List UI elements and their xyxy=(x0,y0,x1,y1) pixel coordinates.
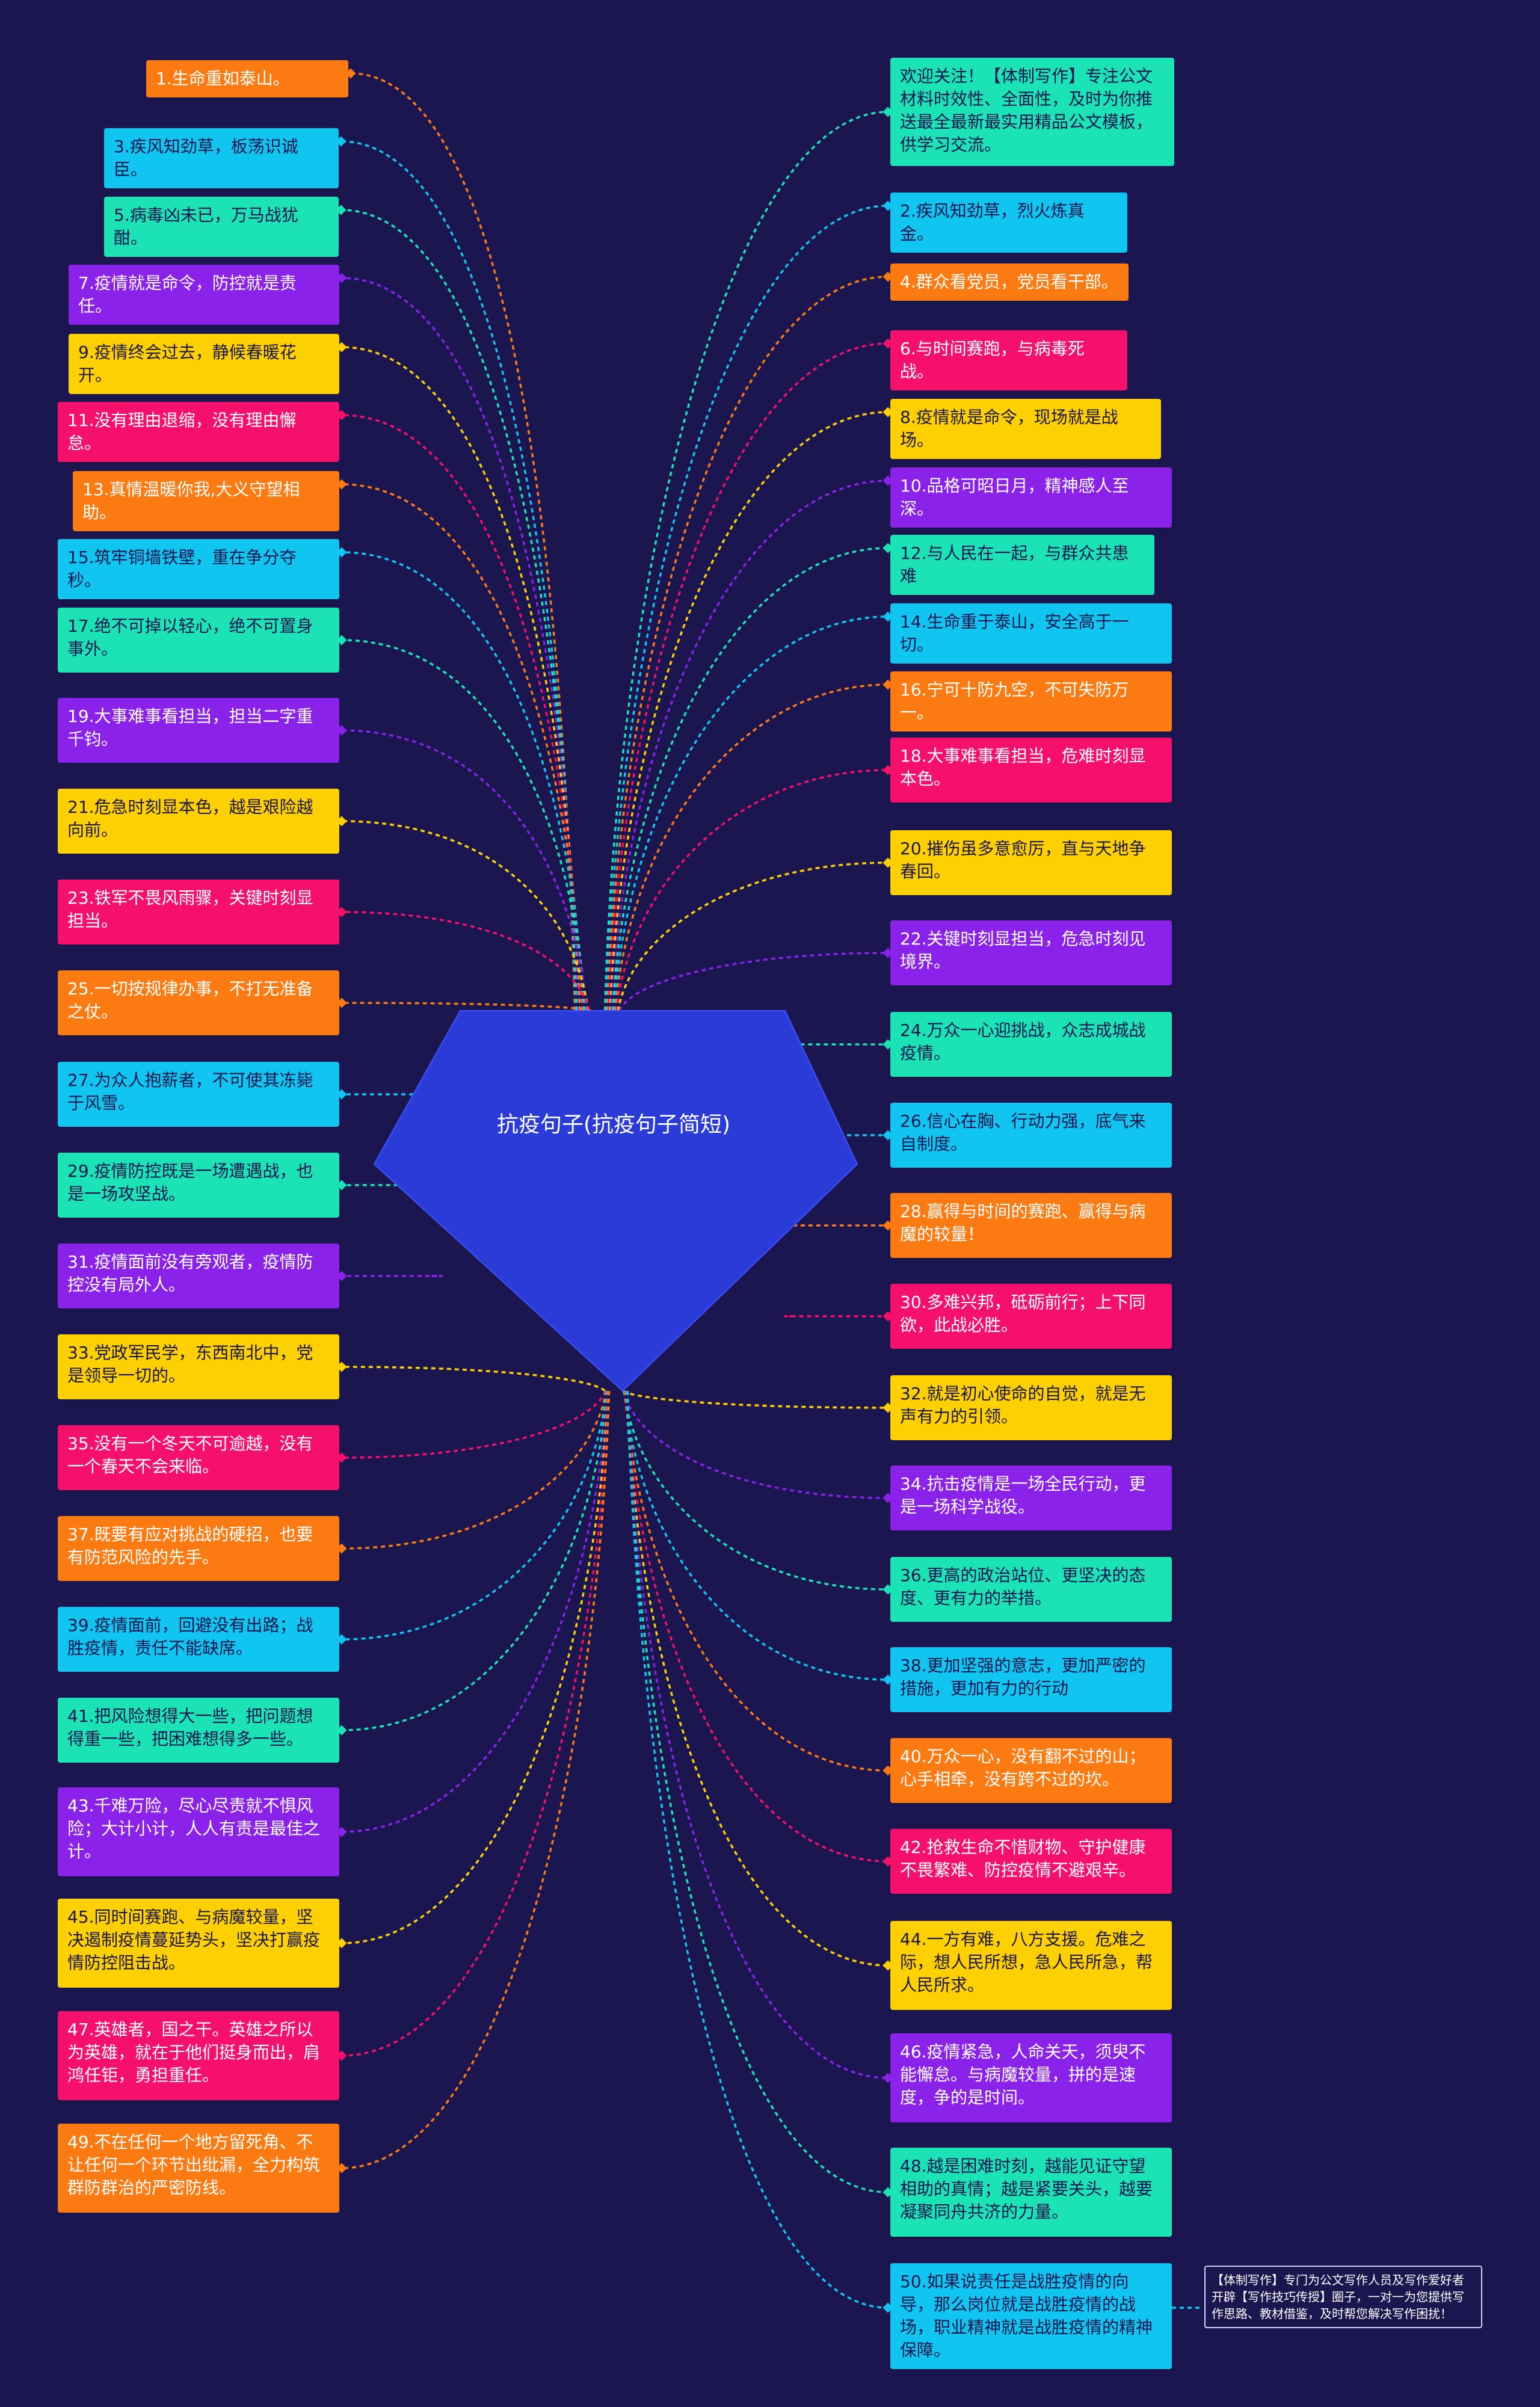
connector-line xyxy=(341,1390,608,1550)
connector-line xyxy=(341,1366,606,1392)
right-topic-node[interactable]: 36.更高的政治站位、更坚决的态度、更有力的举措。 xyxy=(890,1557,1172,1622)
note-box: 【体制写作】专门为公文写作人员及写作爱好者开辟【写作技巧传授】圈子，一对一为您提… xyxy=(1204,2266,1482,2328)
left-topic-node[interactable]: 13.真情温暖你我,大义守望相助。 xyxy=(73,471,339,531)
right-topic-node[interactable]: 12.与人民在一起，与群众共患难 xyxy=(890,535,1154,595)
left-topic-node[interactable]: 25.一切按规律办事，不打无准备之仗。 xyxy=(58,970,339,1035)
connector-line xyxy=(341,1390,609,1833)
right-topic-node[interactable]: 18.大事难事看担当，危难时刻显本色。 xyxy=(890,738,1172,803)
left-topic-node[interactable]: 15.筑牢铜墙铁壁，重在争分夺秒。 xyxy=(58,539,339,599)
connector-line xyxy=(350,72,576,1011)
left-topic-node[interactable]: 33.党政军民学，东西南北中，党是领导一切的。 xyxy=(58,1334,339,1399)
right-topic-node[interactable]: 8.疫情就是命令，现场就是战场。 xyxy=(890,399,1161,459)
left-topic-node[interactable]: 39.疫情面前，回避没有出路；战胜疫情，责任不能缺席。 xyxy=(58,1607,339,1672)
connector-line xyxy=(623,1390,889,1681)
connector-line xyxy=(608,342,889,1011)
right-topic-node[interactable]: 40.万众一心，没有翻不过的山；心手相牵，没有跨不过的坎。 xyxy=(890,1738,1172,1803)
left-topic-node[interactable]: 29.疫情防控既是一场遭遇战，也是一场攻坚战。 xyxy=(58,1153,339,1218)
left-topic-node[interactable]: 3.疾风知劲草，板荡识诚臣。 xyxy=(104,128,339,188)
left-topic-node[interactable]: 47.英雄者，国之干。英雄之所以为英雄，就在于他们挺身而出，肩鸿任钜，勇担重任。 xyxy=(58,2011,339,2100)
right-topic-node[interactable]: 38.更加坚强的意志，更加严密的措施，更加有力的行动 xyxy=(890,1647,1172,1712)
connector-line xyxy=(341,1390,610,2057)
left-topic-node[interactable]: 5.病毒凶未已，万马战犹酣。 xyxy=(104,197,339,257)
connector-line xyxy=(341,729,588,1011)
right-topic-node[interactable]: 30.多难兴邦，砥砺前行；上下同欲，此战必胜。 xyxy=(890,1284,1172,1349)
connector-line xyxy=(618,952,889,1011)
left-topic-node[interactable]: 19.大事难事看担当，担当二字重千钧。 xyxy=(58,698,339,763)
right-topic-node[interactable]: 2.疾风知劲草，烈火炼真金。 xyxy=(890,193,1127,253)
left-topic-node[interactable]: 21.危急时刻显本色，越是艰险越向前。 xyxy=(58,789,339,854)
right-topic-node[interactable]: 32.就是初心使命的自觉，就是无声有力的引领。 xyxy=(890,1375,1172,1440)
connector-line xyxy=(615,769,889,1011)
connector-line xyxy=(626,1390,889,2193)
connector-line xyxy=(341,639,587,1011)
connector-line xyxy=(340,140,578,1011)
right-topic-node[interactable]: 26.信心在胸、行动力强，底气来自制度。 xyxy=(890,1103,1172,1168)
connector-line xyxy=(609,411,889,1011)
connector-line xyxy=(626,1390,889,2309)
connector-line xyxy=(625,1390,889,2079)
connector-line xyxy=(341,1390,611,2169)
connector-line xyxy=(341,277,580,1011)
right-topic-node[interactable]: 14.生命重于泰山，安全高于一切。 xyxy=(890,603,1172,664)
right-topic-node[interactable]: 28.赢得与时间的赛跑、赢得与病魔的较量！ xyxy=(890,1193,1172,1258)
right-topic-node[interactable]: 24.万众一心迎挑战，众志成城战疫情。 xyxy=(890,1012,1172,1077)
center-topic-title[interactable]: 抗疫句子(抗疫句子简短) xyxy=(496,1112,731,1137)
left-topic-node[interactable]: 43.千难万险，尽心尽责就不惧风险；大计小计，人人有责是最佳之计。 xyxy=(58,1787,339,1876)
connector-line xyxy=(625,1390,889,1967)
connector-line xyxy=(610,479,889,1011)
connector-line xyxy=(341,1002,591,1012)
right-topic-node[interactable]: 4.群众看党员，党员看干部。 xyxy=(890,264,1129,301)
right-topic-node[interactable]: 34.抗击疫情是一场全民行动，更是一场科学战役。 xyxy=(890,1465,1172,1530)
left-topic-node[interactable]: 11.没有理由退缩，没有理由懈怠。 xyxy=(58,402,339,462)
left-topic-node[interactable]: 1.生命重如泰山。 xyxy=(146,60,348,97)
left-topic-node[interactable]: 37.既要有应对挑战的硬招，也要有防范风险的先手。 xyxy=(58,1516,339,1581)
right-topic-node[interactable]: 16.宁可十防九空，不可失防万一。 xyxy=(890,671,1172,732)
right-topic-node[interactable]: 6.与时间赛跑，与病毒死战。 xyxy=(890,330,1127,390)
connector-line xyxy=(624,1390,889,1863)
right-topic-node[interactable]: 欢迎关注！【体制写作】专注公文材料时效性、全面性，及时为你推送最全最新最实用精品… xyxy=(890,58,1174,166)
connector-line xyxy=(341,483,584,1011)
left-topic-node[interactable]: 31.疫情面前没有旁观者，疫情防控没有局外人。 xyxy=(58,1244,339,1308)
left-topic-node[interactable]: 49.不在任何一个地方留死角、不让任何一个环节出纰漏，全力构筑群防群治的严密防线… xyxy=(58,2124,339,2213)
left-topic-node[interactable]: 17.绝不可掉以轻心，绝不可置身事外。 xyxy=(58,608,339,673)
left-topic-node[interactable]: 23.铁军不畏风雨骤，关键时刻显担当。 xyxy=(58,880,339,945)
connector-line xyxy=(605,205,889,1011)
connector-line xyxy=(613,615,889,1011)
connector-line xyxy=(603,111,889,1011)
connector-line xyxy=(341,1390,608,1731)
connector-line xyxy=(341,1390,607,1459)
left-topic-node[interactable]: 45.同时间赛跑、与病魔较量，坚决遏制疫情蔓延势头，坚决打赢疫情防控阻击战。 xyxy=(58,1899,339,1988)
right-topic-node[interactable]: 22.关键时刻显担当，危急时刻见境界。 xyxy=(890,920,1172,985)
connector-line xyxy=(606,276,889,1011)
connector-line xyxy=(341,414,583,1011)
right-topic-node[interactable]: 44.一方有难，八方支援。危难之际，想人民所想，急人民所急，帮人民所求。 xyxy=(890,1921,1172,2010)
connector-line xyxy=(341,346,582,1011)
left-topic-node[interactable]: 41.把风险想得大一些，把问题想得重一些，把困难想得多一些。 xyxy=(58,1698,339,1763)
right-topic-node[interactable]: 20.摧伤虽多意愈厉，直与天地争春回。 xyxy=(890,830,1172,895)
connector-line xyxy=(617,861,889,1011)
connector-line xyxy=(622,1390,889,1409)
connector-line xyxy=(341,820,590,1011)
right-topic-node[interactable]: 10.品格可昭日月，精神感人至深。 xyxy=(890,467,1172,528)
left-topic-node[interactable]: 7.疫情就是命令，防控就是责任。 xyxy=(69,265,339,325)
right-topic-node[interactable]: 42.抢救生命不惜财物、守护健康不畏繁难、防控疫情不避艰辛。 xyxy=(890,1829,1172,1894)
right-topic-node[interactable]: 46.疫情紧急，人命关天，须臾不能懈怠。与病魔较量，拼的是速度，争的是时间。 xyxy=(890,2033,1172,2122)
right-topic-node[interactable]: 48.越是困难时刻，越能见证守望相助的真情；越是紧要关头，越要凝聚同舟共济的力量… xyxy=(890,2148,1172,2237)
connector-line xyxy=(614,683,889,1011)
connector-line xyxy=(341,911,591,1011)
left-topic-node[interactable]: 35.没有一个冬天不可逾越，没有一个春天不会来临。 xyxy=(58,1425,339,1490)
connector-line xyxy=(341,1390,608,1641)
connector-line xyxy=(612,547,889,1011)
left-topic-node[interactable]: 27.为众人抱薪者，不可使其冻毙于风雪。 xyxy=(58,1062,339,1127)
connector-line xyxy=(623,1390,889,1591)
connector-line xyxy=(622,1390,889,1499)
left-topic-node[interactable]: 9.疫情终会过去，静候春暖花开。 xyxy=(69,334,339,394)
connector-line xyxy=(340,209,579,1011)
connector-line xyxy=(341,551,585,1011)
connector-line xyxy=(624,1390,889,1772)
right-topic-node[interactable]: 50.如果说责任是战胜疫情的向导，那么岗位就是战胜疫情的战场，职业精神就是战胜疫… xyxy=(890,2263,1172,2369)
